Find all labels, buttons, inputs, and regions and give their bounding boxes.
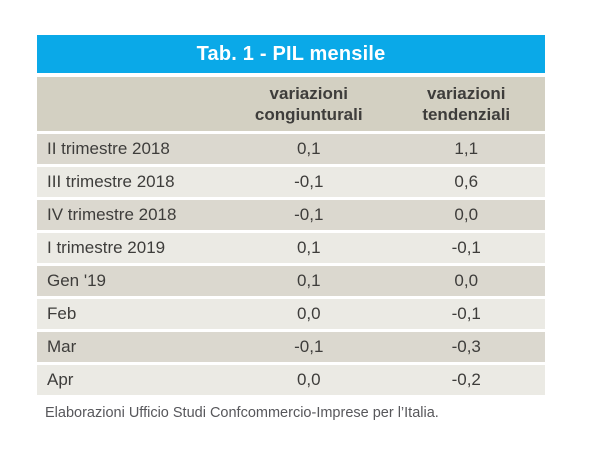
row-value-tendenziali: 0,0	[387, 200, 545, 230]
row-period-label: Feb	[37, 299, 231, 329]
row-value-tendenziali: -0,2	[387, 365, 545, 395]
row-value-congiunturali: -0,1	[230, 200, 388, 230]
column-header-empty	[37, 77, 231, 131]
data-table: variazioni congiunturali variazioni tend…	[37, 74, 545, 398]
row-period-label: III trimestre 2018	[37, 167, 231, 197]
column-header-tendenziali: variazioni tendenziali	[387, 77, 545, 131]
table-row: III trimestre 2018 -0,1 0,6	[37, 167, 545, 197]
table-title-bar: Tab. 1 - PIL mensile	[37, 35, 545, 73]
table-title: Tab. 1 - PIL mensile	[196, 42, 386, 65]
row-value-congiunturali: 0,1	[230, 233, 388, 263]
row-value-tendenziali: -0,1	[387, 233, 545, 263]
table-row: IV trimestre 2018 -0,1 0,0	[37, 200, 545, 230]
pil-mensile-table: Tab. 1 - PIL mensile variazioni congiunt…	[37, 35, 545, 421]
row-value-congiunturali: -0,1	[230, 167, 388, 197]
header-row: variazioni congiunturali variazioni tend…	[37, 77, 545, 131]
row-value-congiunturali: 0,0	[230, 365, 388, 395]
column-header-congiunturali: variazioni congiunturali	[230, 77, 388, 131]
row-value-tendenziali: -0,1	[387, 299, 545, 329]
row-period-label: Apr	[37, 365, 231, 395]
row-value-congiunturali: 0,1	[230, 134, 388, 164]
row-value-tendenziali: 1,1	[387, 134, 545, 164]
row-value-tendenziali: 0,0	[387, 266, 545, 296]
row-period-label: IV trimestre 2018	[37, 200, 231, 230]
table-row: II trimestre 2018 0,1 1,1	[37, 134, 545, 164]
row-value-tendenziali: -0,3	[387, 332, 545, 362]
row-value-congiunturali: 0,0	[230, 299, 388, 329]
table-row: I trimestre 2019 0,1 -0,1	[37, 233, 545, 263]
row-period-label: II trimestre 2018	[37, 134, 231, 164]
table-body: II trimestre 2018 0,1 1,1 III trimestre 201…	[37, 134, 545, 395]
row-value-congiunturali: 0,1	[230, 266, 388, 296]
row-value-tendenziali: 0,6	[387, 167, 545, 197]
table-row: Apr 0,0 -0,2	[37, 365, 545, 395]
row-value-congiunturali: -0,1	[230, 332, 388, 362]
row-period-label: Mar	[37, 332, 231, 362]
table-row: Mar -0,1 -0,3	[37, 332, 545, 362]
source-note: Elaborazioni Ufficio Studi Confcommercio…	[45, 405, 439, 421]
row-period-label: Gen '19	[37, 266, 231, 296]
table-row: Gen '19 0,1 0,0	[37, 266, 545, 296]
row-period-label: I trimestre 2019	[37, 233, 231, 263]
table-row: Feb 0,0 -0,1	[37, 299, 545, 329]
